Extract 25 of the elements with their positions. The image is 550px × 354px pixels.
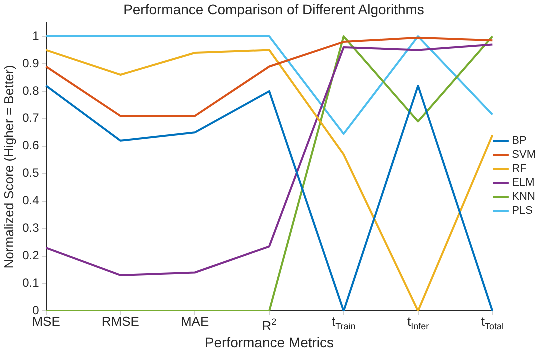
x-tick-label: t$_{Train}$ (332, 314, 356, 334)
x-tick-label: RMSE (102, 314, 140, 330)
y-tick-label: 0.4 (22, 194, 40, 208)
y-axis-title: Normalized Score (Higher = Better) (1, 65, 16, 269)
y-tick-label: 0.3 (22, 221, 40, 236)
chart-title: Performance Comparison of Different Algorithms (124, 1, 424, 18)
y-tick-label: 0.1 (22, 276, 40, 290)
y-tick-label: 0.6 (22, 138, 40, 153)
x-tick-label: R$^{2}$ (262, 316, 277, 334)
y-tick-label: 0.5 (22, 166, 40, 180)
y-tick-label: 0.7 (22, 111, 40, 126)
y-tick-label: 1 (32, 28, 40, 43)
x-tick-label: t$_{Infer}$ (407, 314, 430, 334)
legend-label: KNN (512, 191, 536, 204)
legend-label: PLS (512, 205, 533, 218)
x-tick-label: t$_{Total}$ (481, 314, 504, 334)
legend-label: BP (512, 135, 527, 148)
y-tick-label: 0.2 (22, 248, 40, 263)
y-tick-label: 0.9 (22, 56, 40, 70)
x-tick-label: MAE (180, 314, 210, 330)
legend-label: SVM (512, 149, 536, 162)
y-tick-label: 0.8 (22, 84, 40, 98)
legend-label: ELM (512, 177, 535, 190)
x-axis-title: Performance Metrics (204, 334, 334, 350)
legend-label: RF (512, 163, 528, 176)
